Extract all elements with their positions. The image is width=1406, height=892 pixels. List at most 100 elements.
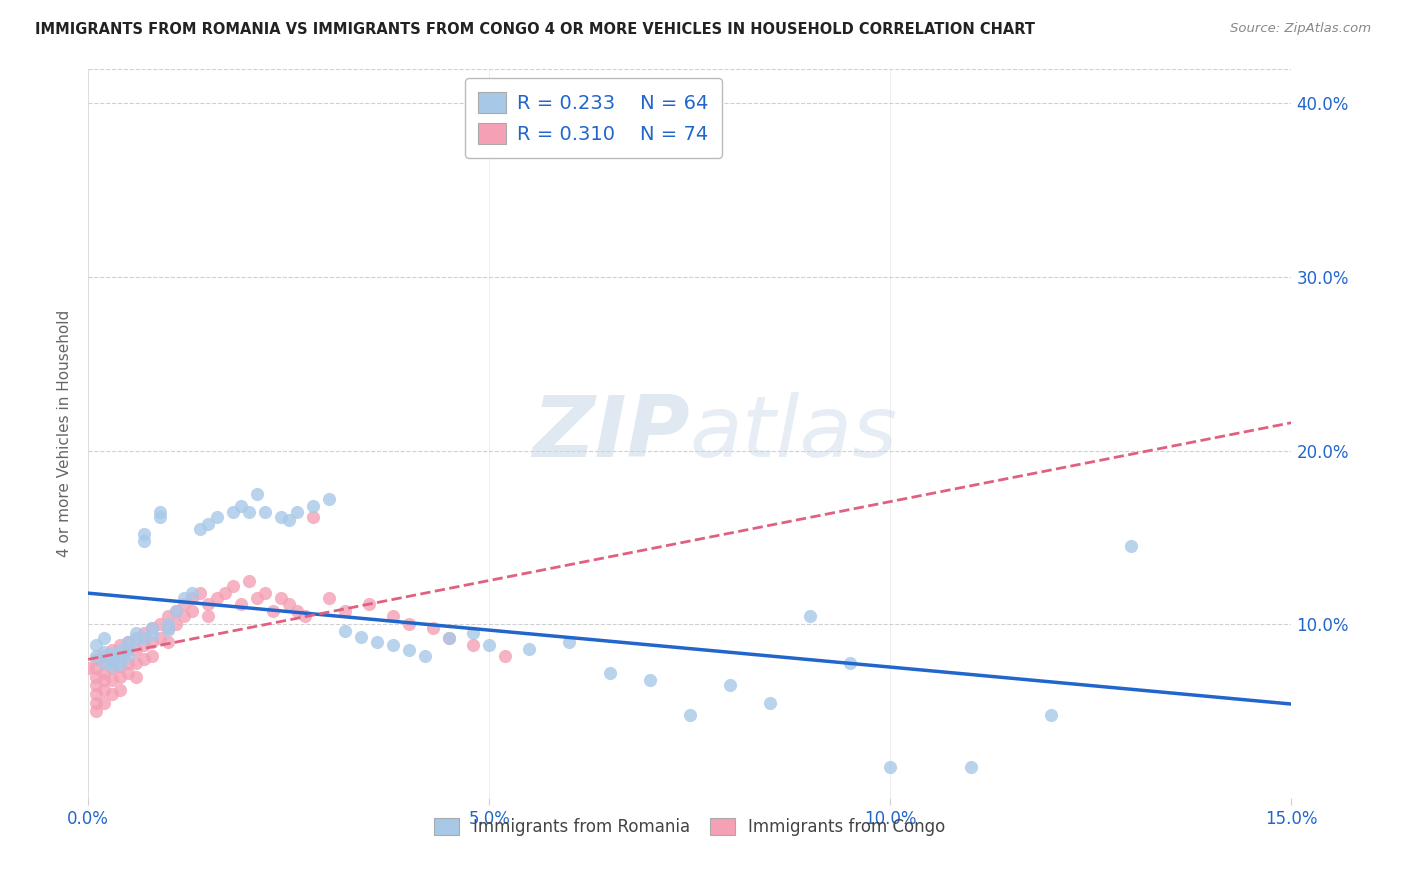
Point bbox=[149, 632, 172, 646]
Point bbox=[101, 654, 124, 668]
Y-axis label: 4 or more Vehicles in Household: 4 or more Vehicles in Household bbox=[58, 310, 72, 557]
Text: atlas: atlas bbox=[690, 392, 898, 475]
Point bbox=[277, 597, 299, 611]
Point bbox=[134, 527, 156, 541]
Point bbox=[718, 678, 741, 692]
Point bbox=[382, 608, 405, 623]
Point bbox=[110, 669, 132, 683]
Text: IMMIGRANTS FROM ROMANIA VS IMMIGRANTS FROM CONGO 4 OR MORE VEHICLES IN HOUSEHOLD: IMMIGRANTS FROM ROMANIA VS IMMIGRANTS FR… bbox=[35, 22, 1035, 37]
Point bbox=[246, 591, 269, 606]
Point bbox=[173, 597, 195, 611]
Point bbox=[134, 632, 156, 646]
Point bbox=[157, 634, 180, 648]
Point bbox=[253, 586, 276, 600]
Point bbox=[357, 597, 380, 611]
Point bbox=[84, 696, 107, 710]
Point bbox=[229, 500, 252, 514]
Point bbox=[93, 656, 115, 670]
Point bbox=[165, 617, 187, 632]
Point bbox=[181, 586, 204, 600]
Point bbox=[318, 591, 340, 606]
Point bbox=[173, 608, 195, 623]
Point bbox=[398, 617, 420, 632]
Point bbox=[134, 534, 156, 549]
Point bbox=[165, 603, 187, 617]
Point bbox=[125, 643, 148, 657]
Point bbox=[205, 591, 228, 606]
Point bbox=[157, 623, 180, 637]
Point bbox=[84, 687, 107, 701]
Point bbox=[125, 626, 148, 640]
Point bbox=[117, 634, 139, 648]
Point bbox=[638, 673, 661, 687]
Point bbox=[197, 516, 219, 531]
Legend: Immigrants from Romania, Immigrants from Congo: Immigrants from Romania, Immigrants from… bbox=[426, 810, 953, 845]
Point bbox=[437, 632, 460, 646]
Point bbox=[110, 638, 132, 652]
Point bbox=[101, 687, 124, 701]
Point bbox=[134, 638, 156, 652]
Point bbox=[84, 648, 107, 663]
Point bbox=[84, 638, 107, 652]
Point bbox=[149, 509, 172, 524]
Point bbox=[413, 648, 436, 663]
Point bbox=[141, 621, 163, 635]
Point bbox=[879, 760, 901, 774]
Text: Source: ZipAtlas.com: Source: ZipAtlas.com bbox=[1230, 22, 1371, 36]
Point bbox=[157, 621, 180, 635]
Point bbox=[93, 696, 115, 710]
Point bbox=[238, 574, 260, 588]
Point bbox=[197, 597, 219, 611]
Point bbox=[382, 638, 405, 652]
Point bbox=[125, 633, 148, 648]
Point bbox=[181, 603, 204, 617]
Point bbox=[1039, 707, 1062, 722]
Point bbox=[463, 638, 485, 652]
Point bbox=[117, 643, 139, 657]
Text: ZIP: ZIP bbox=[533, 392, 690, 475]
Point bbox=[270, 509, 292, 524]
Point bbox=[270, 591, 292, 606]
Point bbox=[101, 652, 124, 666]
Point bbox=[84, 678, 107, 692]
Point bbox=[149, 504, 172, 518]
Point bbox=[134, 626, 156, 640]
Point bbox=[93, 666, 115, 681]
Point bbox=[366, 634, 388, 648]
Point bbox=[959, 760, 981, 774]
Point bbox=[221, 504, 243, 518]
Point bbox=[253, 504, 276, 518]
Point bbox=[422, 621, 444, 635]
Point bbox=[117, 666, 139, 681]
Point bbox=[134, 652, 156, 666]
Point bbox=[117, 634, 139, 648]
Point bbox=[759, 696, 782, 710]
Point bbox=[93, 645, 115, 659]
Point bbox=[125, 632, 148, 646]
Point bbox=[262, 603, 284, 617]
Point bbox=[246, 487, 269, 501]
Point bbox=[93, 648, 115, 663]
Point bbox=[301, 500, 323, 514]
Point bbox=[599, 666, 621, 681]
Point bbox=[117, 648, 139, 663]
Point bbox=[101, 643, 124, 657]
Point bbox=[141, 621, 163, 635]
Point bbox=[494, 648, 516, 663]
Point bbox=[110, 650, 132, 665]
Point bbox=[157, 617, 180, 632]
Point bbox=[294, 608, 316, 623]
Point bbox=[93, 683, 115, 698]
Point bbox=[214, 586, 236, 600]
Point bbox=[157, 608, 180, 623]
Point bbox=[229, 597, 252, 611]
Point bbox=[84, 661, 107, 675]
Point bbox=[221, 579, 243, 593]
Point bbox=[77, 661, 100, 675]
Point bbox=[101, 647, 124, 661]
Point bbox=[141, 628, 163, 642]
Point bbox=[285, 603, 308, 617]
Point bbox=[333, 624, 356, 639]
Point bbox=[478, 638, 501, 652]
Point bbox=[519, 641, 541, 656]
